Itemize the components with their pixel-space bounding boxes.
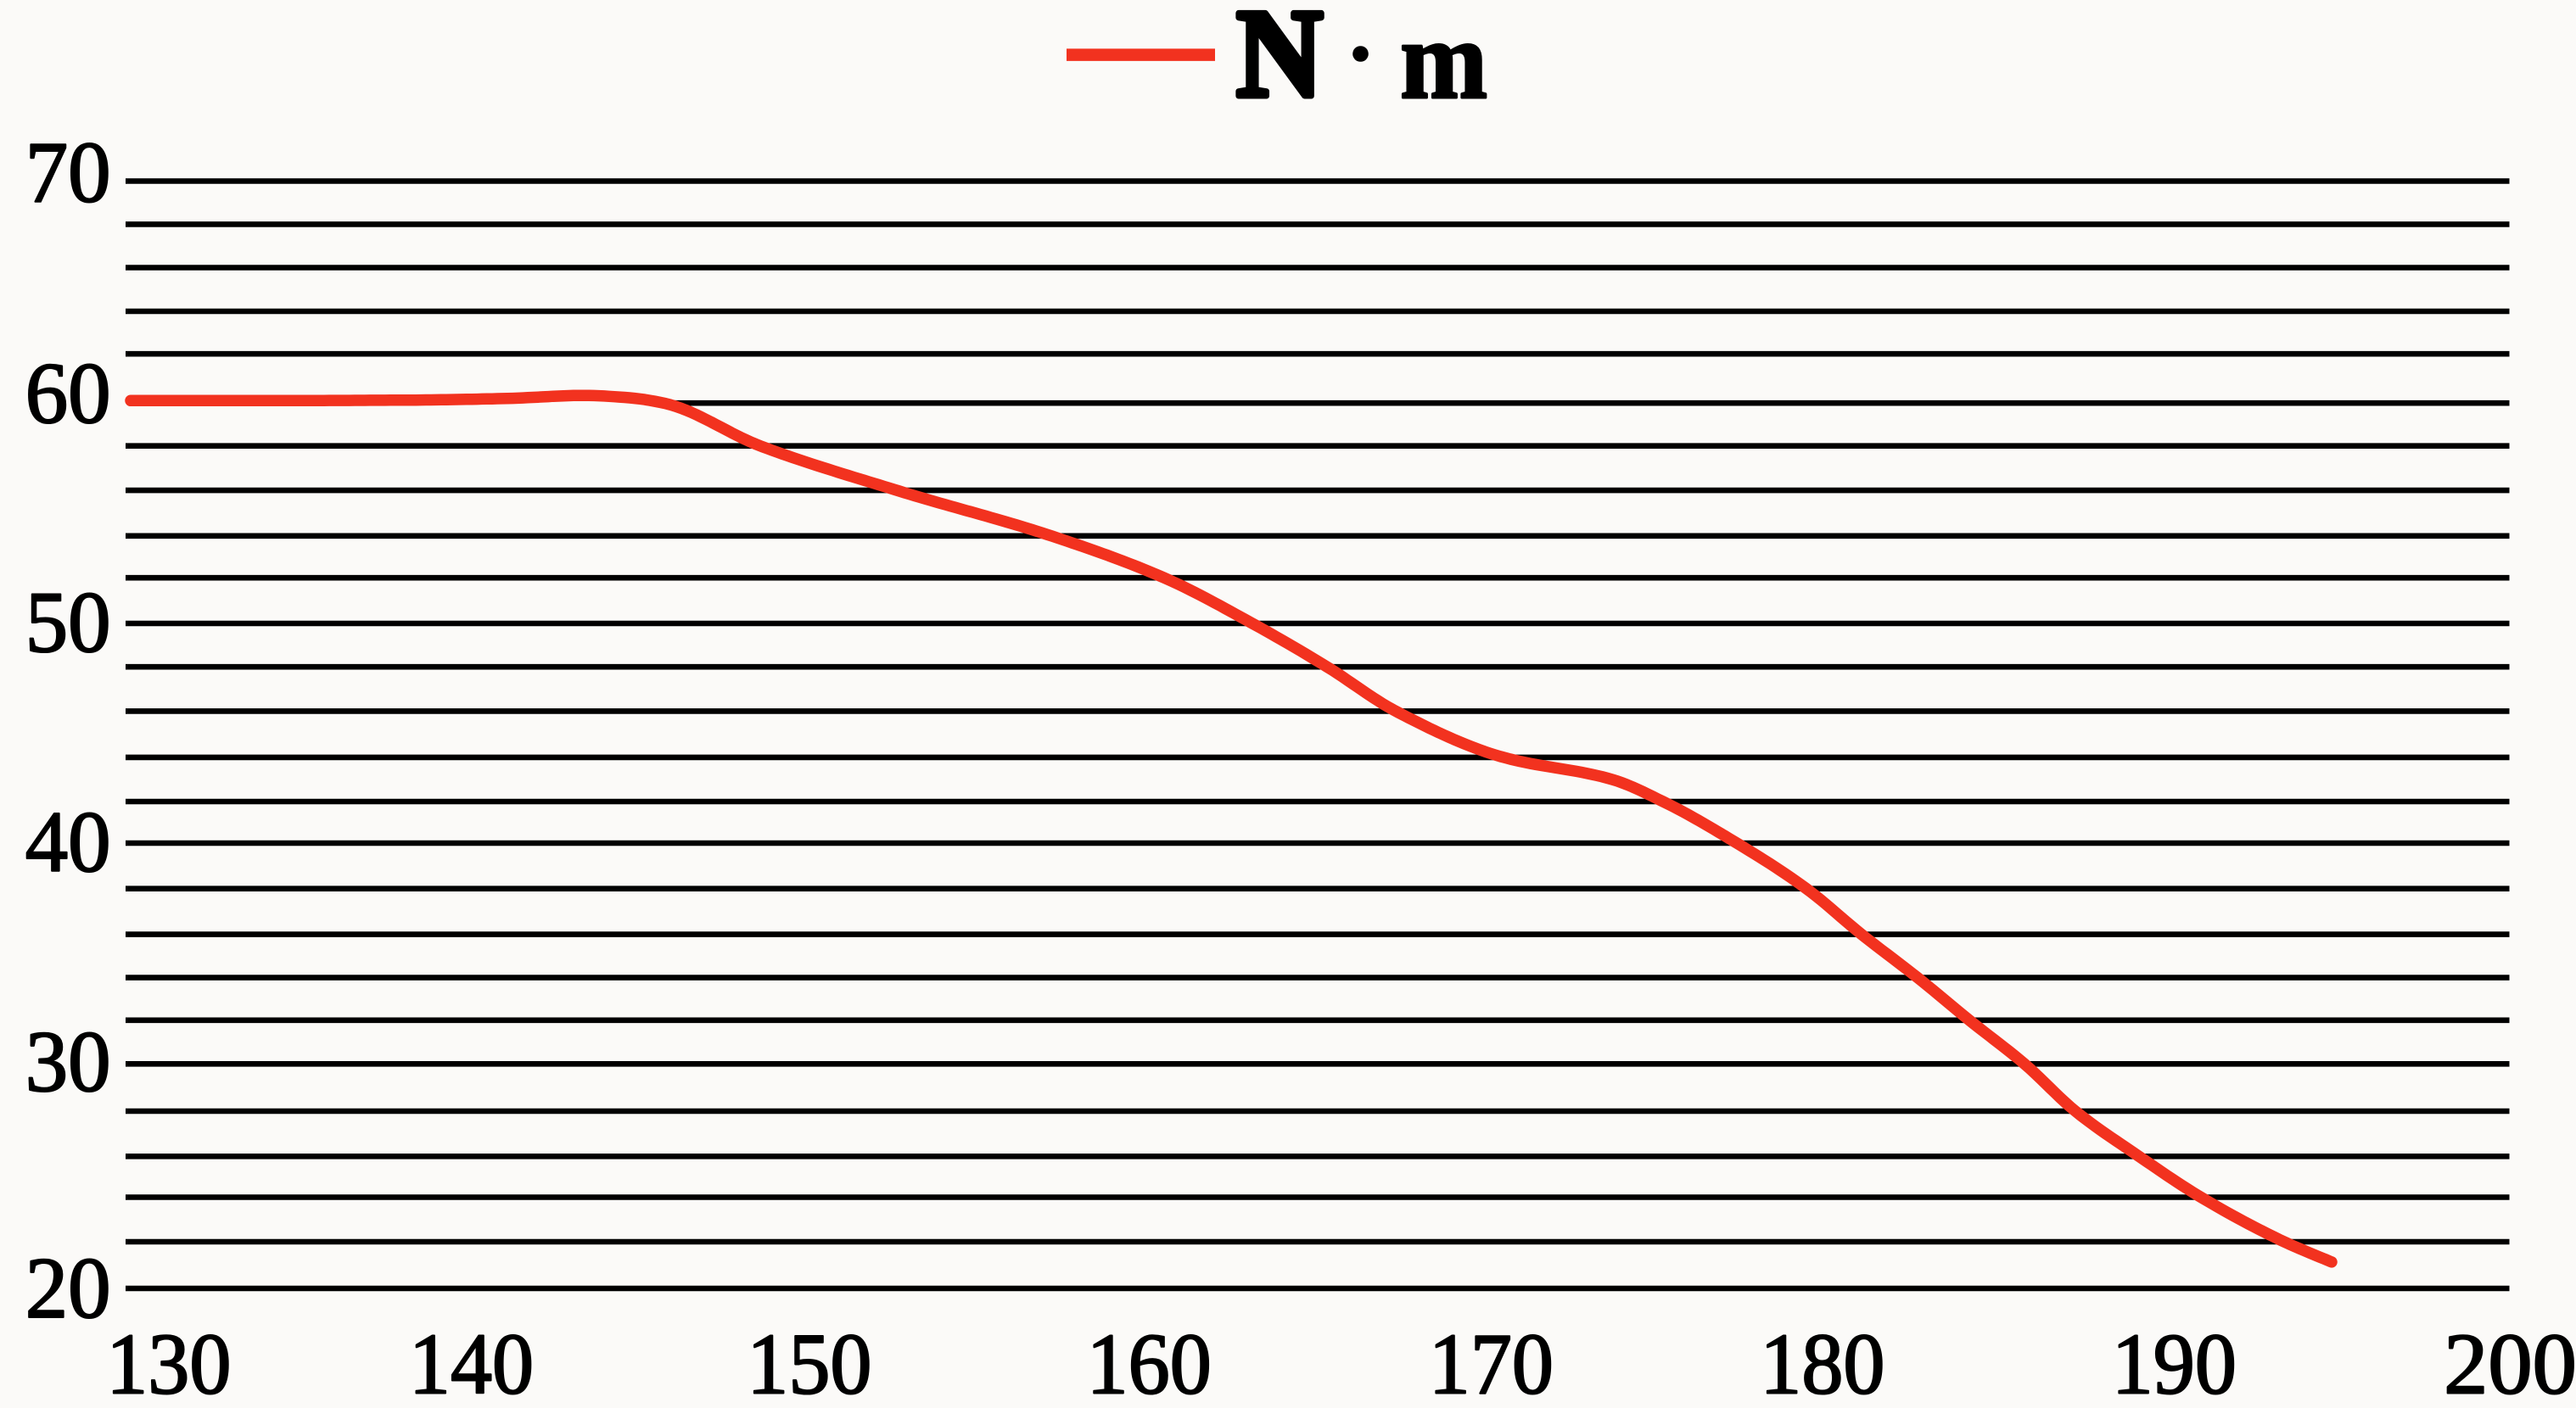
svg-text:60: 60: [25, 346, 111, 442]
svg-text:N: N: [1236, 0, 1323, 124]
svg-text:50: 50: [25, 575, 111, 671]
svg-text:m: m: [1400, 0, 1487, 122]
svg-text:190: 190: [2112, 1317, 2237, 1408]
svg-text:150: 150: [747, 1317, 871, 1408]
svg-text:130: 130: [106, 1317, 231, 1408]
svg-text:170: 170: [1429, 1317, 1554, 1408]
svg-text:140: 140: [409, 1317, 534, 1408]
svg-text:160: 160: [1087, 1317, 1212, 1408]
svg-text:20: 20: [25, 1241, 111, 1337]
svg-text:40: 40: [25, 795, 111, 891]
svg-text:180: 180: [1760, 1317, 1884, 1408]
svg-text:200: 200: [2444, 1317, 2576, 1408]
svg-text:70: 70: [25, 125, 111, 221]
svg-text:30: 30: [25, 1014, 111, 1110]
